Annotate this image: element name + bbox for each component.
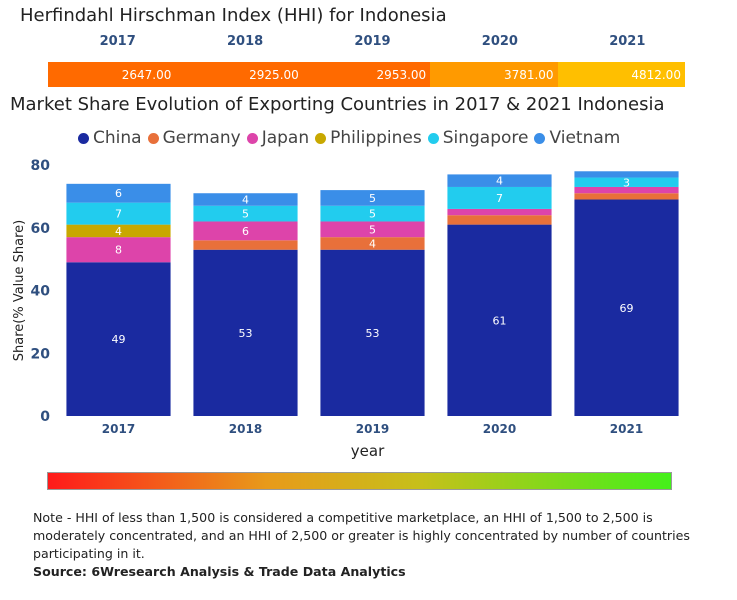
- bar-segment: [320, 205, 425, 222]
- bar-segment: [447, 186, 552, 209]
- legend-label: Vietnam: [549, 128, 621, 148]
- legend-item: Vietnam: [534, 128, 620, 148]
- bar-data-label: 53: [239, 327, 253, 340]
- bar-data-label: 5: [369, 223, 376, 236]
- bar-segment: [447, 215, 552, 225]
- hhi-value-cell: 2925.00: [175, 62, 303, 87]
- legend-item: Philippines: [315, 128, 422, 148]
- x-tick-label: 2018: [229, 422, 262, 436]
- bar-segment: [574, 186, 679, 194]
- legend-label: China: [93, 128, 142, 148]
- bar-segment: [320, 221, 425, 238]
- legend-marker: [246, 132, 258, 144]
- bar-segment: [574, 193, 679, 200]
- y-tick-label: 80: [31, 158, 51, 174]
- hhi-year-label: 2017: [99, 34, 136, 49]
- legend-item: Germany: [147, 128, 241, 148]
- bar-segment: [320, 249, 425, 416]
- bar-segment: [193, 240, 298, 250]
- legend-marker: [147, 132, 159, 144]
- bar-segment: [574, 171, 679, 178]
- legend-label: Germany: [162, 128, 241, 148]
- y-tick-label: 20: [31, 346, 51, 362]
- bar-data-label: 49: [112, 333, 126, 346]
- bar-segment: [193, 205, 298, 222]
- bar-data-label: 69: [620, 302, 634, 315]
- hhi-year-label: 2019: [354, 34, 391, 49]
- legend-label: Singapore: [442, 128, 529, 148]
- y-tick-label: 0: [40, 409, 50, 425]
- legend-item: Singapore: [427, 128, 529, 148]
- hhi-year-label: 2020: [481, 34, 518, 49]
- hhi-value-cell: 3781.00: [430, 62, 558, 87]
- bar-segment: [66, 262, 171, 416]
- y-tick-label: 40: [31, 284, 51, 300]
- legend-item: Japan: [246, 128, 310, 148]
- legend-marker: [315, 132, 327, 144]
- bar-data-label: 5: [369, 192, 376, 205]
- x-tick-label: 2019: [356, 422, 389, 436]
- chart-legend: China Germany Japan Philippines Singapore Vie…: [78, 128, 626, 148]
- x-tick-label: 2017: [102, 422, 135, 436]
- bar-data-label: 4: [369, 237, 376, 250]
- bar-data-label: 61: [493, 314, 507, 327]
- bar-data-label: 4: [496, 175, 503, 188]
- bar-data-label: 4: [115, 225, 122, 238]
- bar-data-label: 5: [242, 208, 249, 221]
- x-axis-label: year: [351, 442, 385, 460]
- hhi-value-cell: 2953.00: [302, 62, 431, 87]
- chart-title: Market Share Evolution of Exporting Coun…: [10, 94, 665, 115]
- bar-segment: [66, 224, 171, 238]
- bar-data-label: 3: [623, 176, 630, 189]
- bar-segment: [66, 237, 171, 263]
- bar-segment: [447, 174, 552, 187]
- bar-segment: [574, 177, 679, 187]
- bar-data-label: 6: [242, 225, 249, 238]
- bar-data-label: 53: [366, 327, 380, 340]
- hhi-value-cell: 4812.00: [557, 62, 685, 87]
- legend-marker: [427, 132, 439, 144]
- bar-data-label: 6: [115, 187, 122, 200]
- legend-item: China: [78, 128, 142, 148]
- bar-segment: [320, 237, 425, 250]
- legend-marker: [78, 132, 89, 144]
- source-text: Source: 6Wresearch Analysis & Trade Data…: [33, 564, 406, 579]
- bar-segment: [447, 208, 552, 216]
- x-tick-label: 2020: [483, 422, 516, 436]
- stacked-bar-chart: 0 20 40 60 80 Share(% Value Share) 49 8 4 7 6 2017 5…: [12, 158, 679, 460]
- legend-label: Philippines: [330, 128, 422, 148]
- legend-label: Japan: [261, 128, 310, 148]
- note-text: Note - HHI of less than 1,500 is conside…: [33, 510, 690, 561]
- hhi-year-row: 2017 2018 2019 2020 2021: [48, 34, 688, 54]
- bar-segment: [193, 249, 298, 416]
- bar-data-label: 5: [369, 208, 376, 221]
- bar-segment: [66, 202, 171, 225]
- hhi-value-cell: 2647.00: [48, 62, 176, 87]
- y-axis-label: Share(% Value Share): [12, 220, 27, 362]
- hhi-gradient-scale: [47, 472, 672, 490]
- bar-segment: [193, 221, 298, 241]
- bar-segment: [447, 224, 552, 416]
- bar-data-label: 7: [115, 208, 122, 221]
- hhi-title: Herfindahl Hirschman Index (HHI) for Ind…: [20, 5, 447, 26]
- bar-data-label: 4: [242, 194, 249, 207]
- bar-segment: [320, 190, 425, 206]
- bar-segment: [574, 199, 679, 416]
- bar-data-label: 7: [496, 192, 503, 205]
- hhi-year-label: 2018: [227, 34, 264, 49]
- bar-data-label: 8: [115, 244, 122, 257]
- y-tick-label: 60: [31, 221, 51, 237]
- bar-segment: [66, 183, 171, 203]
- hhi-bar: 2647.00 2925.00 2953.00 3781.00 4812.00: [48, 62, 685, 87]
- bar-segment: [193, 193, 298, 206]
- legend-marker: [534, 132, 546, 144]
- x-tick-label: 2021: [610, 422, 643, 436]
- hhi-year-label: 2021: [609, 34, 646, 49]
